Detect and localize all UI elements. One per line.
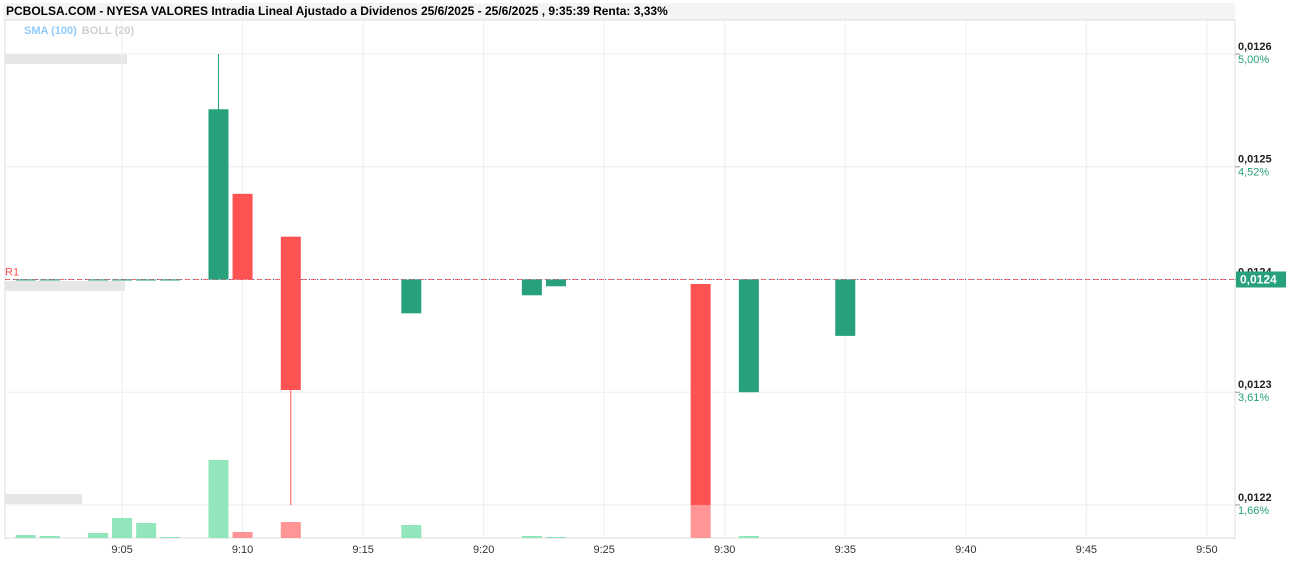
volume-bar <box>280 522 301 538</box>
candle-body <box>690 284 711 505</box>
volume-bar <box>738 536 759 538</box>
percent-label: 3,61% <box>1238 392 1269 404</box>
x-tick-label: 9:45 <box>1076 544 1097 556</box>
volume-bar <box>208 460 229 538</box>
volume-bar <box>232 532 253 538</box>
legend-entry: BOLL (20) <box>82 25 135 37</box>
volume-bar <box>160 537 181 538</box>
x-tick-label: 9:10 <box>232 544 253 556</box>
volume-bar <box>39 536 60 538</box>
x-tick-label: 9:35 <box>835 544 856 556</box>
percent-label: 1,66% <box>1238 505 1269 517</box>
volume-bar <box>690 505 711 538</box>
candle-body <box>232 193 253 280</box>
x-tick-label: 9:40 <box>955 544 976 556</box>
title-bar <box>3 3 1235 20</box>
placeholder <box>5 54 127 64</box>
x-tick-label: 9:50 <box>1196 544 1217 556</box>
candle-body <box>521 279 542 296</box>
percent-label: 5,00% <box>1238 54 1269 66</box>
candle-body <box>136 279 157 281</box>
x-tick-label: 9:05 <box>111 544 132 556</box>
last-price-tag <box>1236 271 1286 288</box>
x-tick-label: 9:30 <box>714 544 735 556</box>
candle-body <box>208 109 229 280</box>
volume-bar <box>545 537 566 538</box>
volume-bar <box>521 536 542 538</box>
candle-body <box>280 236 301 390</box>
y-tick-label: 0,0125 <box>1238 154 1272 166</box>
x-tick-label: 9:20 <box>473 544 494 556</box>
candle-body <box>39 279 60 281</box>
candle-body <box>835 279 856 336</box>
volume-bar <box>401 525 422 538</box>
y-tick-label: 0,0122 <box>1238 492 1272 504</box>
volume-bar <box>87 533 108 538</box>
percent-label: 4,52% <box>1238 167 1269 179</box>
candle-body <box>160 279 181 281</box>
last-price-label: 0,0124 <box>1240 273 1277 287</box>
chart-title: PCBOLSA.COM - NYESA VALORES Intradia Lin… <box>6 4 668 18</box>
r1-label: R1 <box>5 266 19 278</box>
candle-body <box>15 279 36 281</box>
placeholder <box>5 281 125 291</box>
x-tick-label: 9:25 <box>593 544 614 556</box>
candle-body <box>112 279 133 281</box>
volume-bar <box>15 535 36 538</box>
candle-body <box>87 279 108 281</box>
candle-body <box>738 279 759 393</box>
volume-bar <box>136 523 157 538</box>
y-tick-label: 0,0126 <box>1238 41 1272 53</box>
x-tick-label: 9:15 <box>352 544 373 556</box>
volume-bar <box>112 518 133 538</box>
y-tick-label: 0,0123 <box>1238 379 1272 391</box>
plot-frame <box>4 19 1236 539</box>
candle-body <box>545 279 566 287</box>
legend-entry: SMA (100) <box>24 25 77 37</box>
candle-body <box>401 279 422 314</box>
placeholder <box>5 494 82 504</box>
